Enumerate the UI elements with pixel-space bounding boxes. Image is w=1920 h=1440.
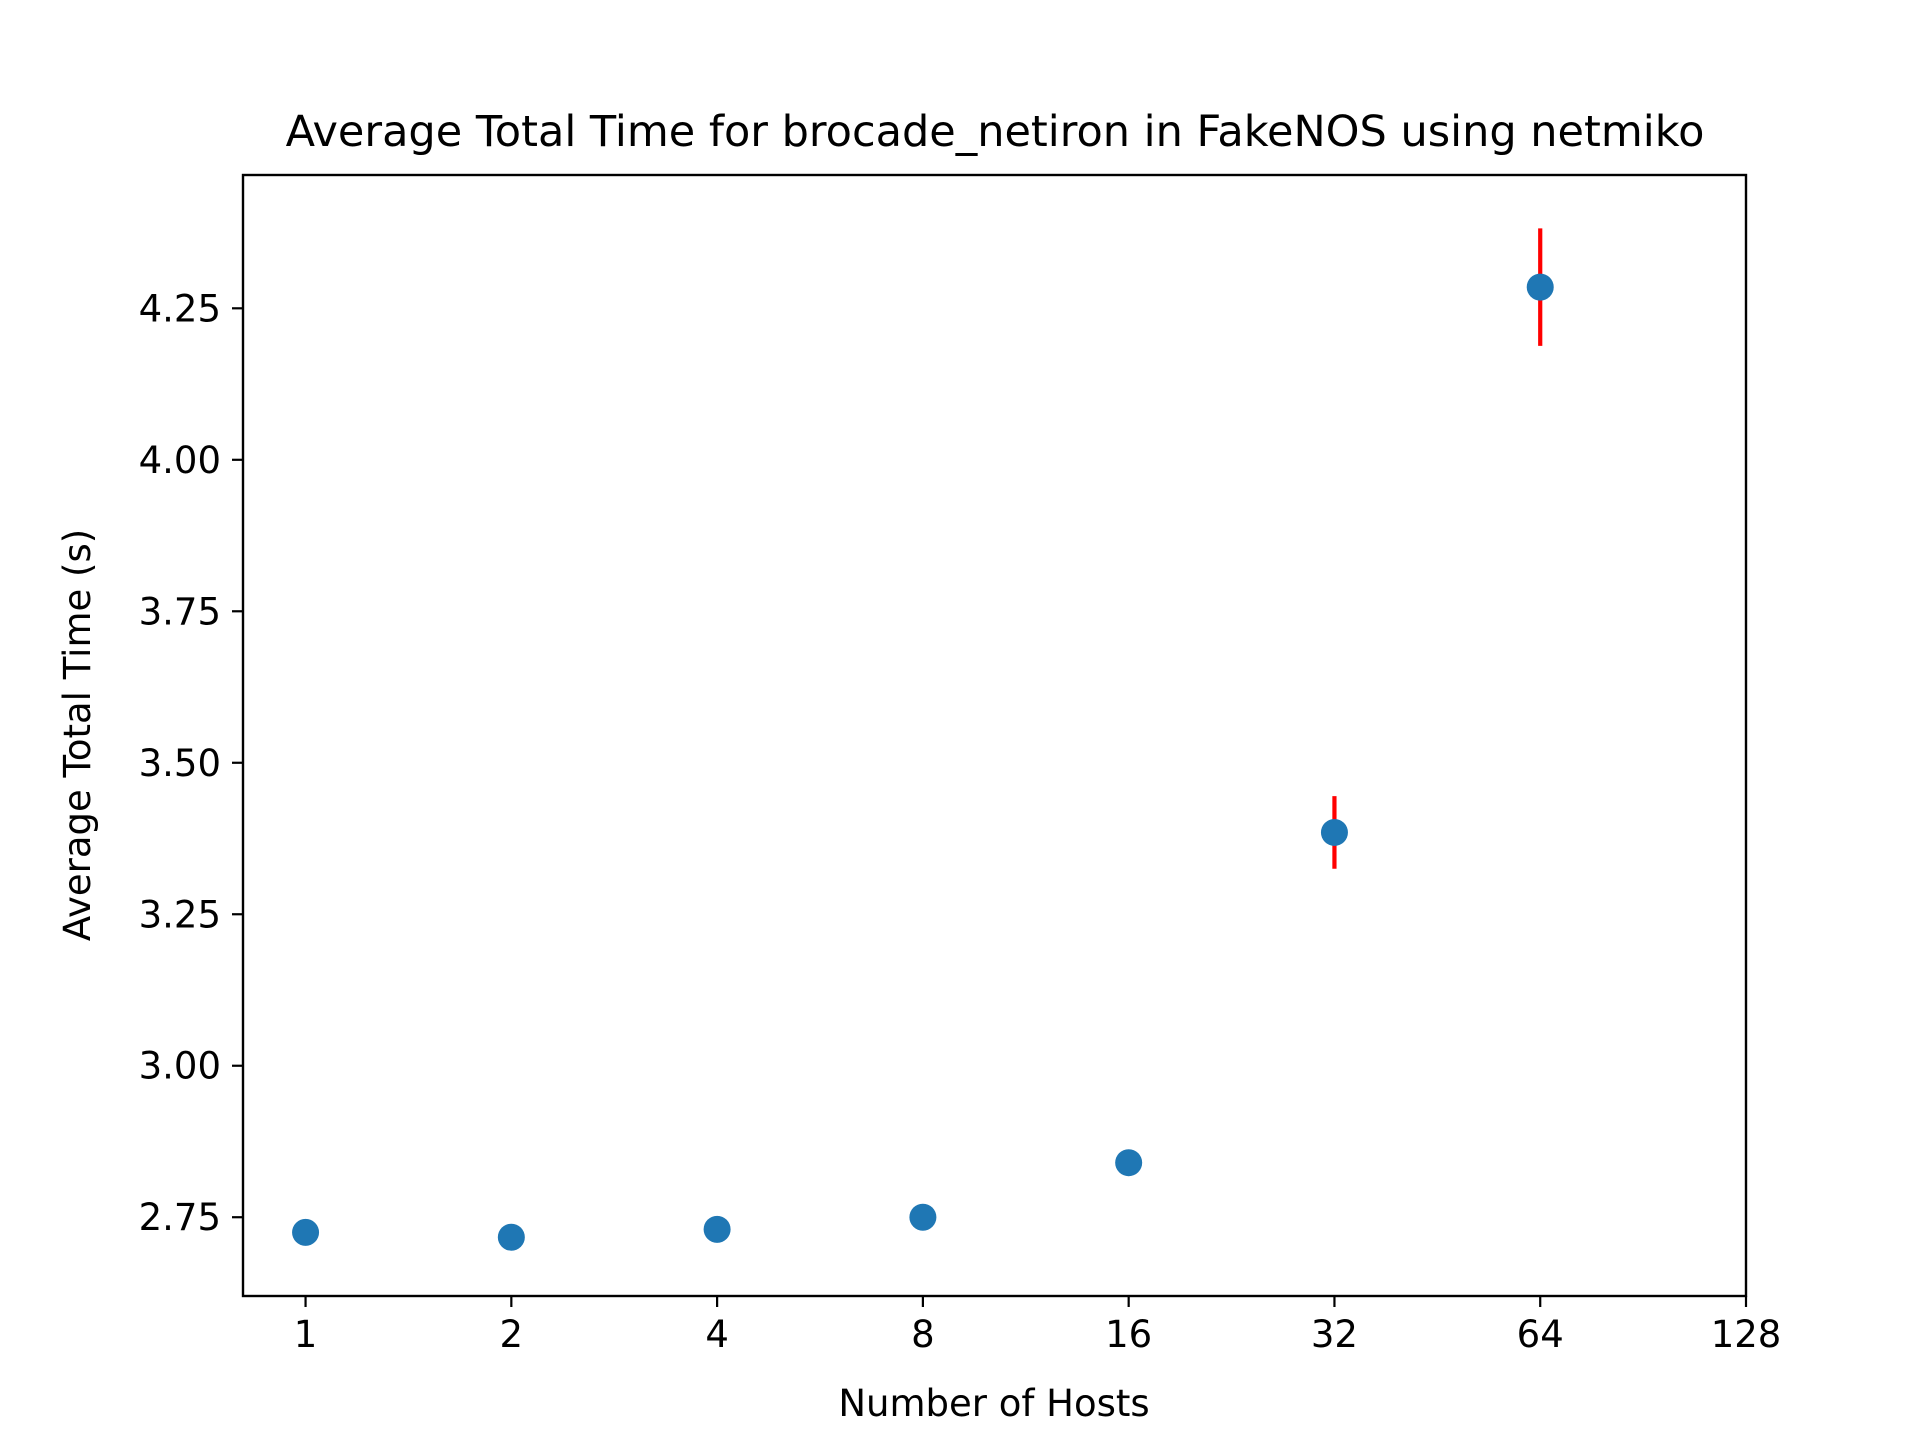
y-tick-label: 4.25 [139,287,221,330]
y-tick-label: 3.25 [139,893,221,936]
x-tick-label: 128 [1711,1313,1782,1356]
x-tick-label: 1 [294,1313,318,1356]
x-axis: 1 2 4 8 16 32 64 128 [294,1296,1782,1356]
y-tick-label: 3.00 [139,1045,221,1088]
data-point [703,1215,731,1243]
x-axis-label: Number of Hosts [838,1382,1149,1425]
y-tick-label: 2.75 [139,1196,221,1239]
y-tick-label: 4.00 [139,439,221,482]
data-point [1320,818,1348,846]
y-axis-label: Average Total Time (s) [56,529,99,941]
chart-title: Average Total Time for brocade_netiron i… [286,107,1705,157]
plot-frame [241,173,1748,1298]
plot-area [292,228,1554,1251]
data-point [1526,273,1554,301]
data-point [497,1223,525,1251]
data-point [292,1218,320,1246]
x-tick-label: 8 [911,1313,935,1356]
y-tick-label: 3.50 [139,742,221,785]
x-tick-label: 16 [1105,1313,1152,1356]
y-tick-label: 3.75 [139,590,221,633]
data-point [909,1203,937,1231]
data-point [1115,1149,1143,1177]
x-tick-label: 64 [1517,1313,1564,1356]
y-axis: 2.75 3.00 3.25 3.50 3.75 4.00 4.25 [139,287,243,1239]
x-tick-label: 4 [705,1313,729,1356]
x-tick-label: 32 [1311,1313,1358,1356]
x-tick-label: 2 [500,1313,524,1356]
